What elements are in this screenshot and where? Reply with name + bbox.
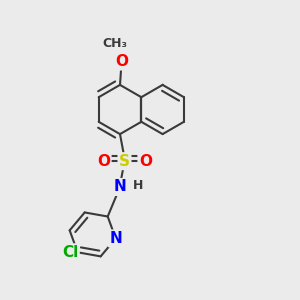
Text: Cl: Cl	[62, 245, 78, 260]
Text: S: S	[119, 154, 130, 169]
Text: N: N	[109, 231, 122, 246]
Text: O: O	[97, 154, 110, 169]
Text: O: O	[115, 54, 128, 69]
Text: N: N	[114, 179, 126, 194]
Text: CH₃: CH₃	[102, 37, 128, 50]
Text: O: O	[139, 154, 152, 169]
Text: H: H	[133, 179, 144, 192]
